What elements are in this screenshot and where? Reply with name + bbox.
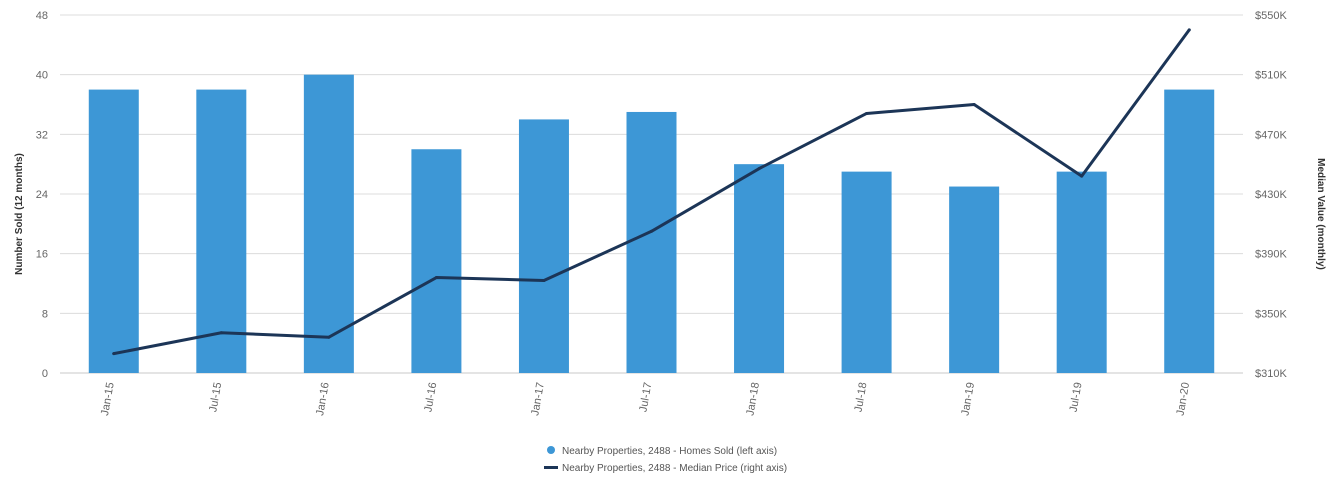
legend-line-label: Nearby Properties, 2488 - Median Price (… — [562, 463, 787, 474]
x-tick-label: Jul-15 — [207, 381, 224, 413]
legend-item-bars[interactable]: Nearby Properties, 2488 - Homes Sold (le… — [547, 446, 777, 457]
x-tick-label: Jul-17 — [637, 381, 654, 413]
legend-item-line[interactable]: Nearby Properties, 2488 - Median Price (… — [544, 463, 787, 474]
bar — [196, 89, 247, 373]
x-tick-label: Jul-16 — [422, 381, 439, 413]
right-axis-title: Median Value (monthly) — [1315, 158, 1326, 270]
left-axis-title: Number Sold (12 months) — [14, 153, 25, 275]
right-tick-label: $310K — [1255, 368, 1287, 380]
bar — [626, 111, 677, 373]
bar — [841, 171, 892, 373]
line-point — [757, 167, 761, 171]
x-tick-label: Jan-18 — [744, 381, 762, 416]
left-tick-label: 8 — [42, 308, 48, 320]
x-tick-label: Jan-19 — [959, 381, 977, 416]
left-tick-label: 48 — [36, 10, 48, 22]
x-tick-label: Jan-16 — [314, 381, 332, 416]
right-tick-label: $350K — [1255, 308, 1287, 320]
line-point — [219, 331, 223, 335]
legend-line-marker — [544, 466, 558, 469]
right-tick-label: $390K — [1255, 249, 1287, 261]
right-tick-label: $550K — [1255, 10, 1287, 22]
bar — [1164, 89, 1215, 373]
right-tick-label: $510K — [1255, 70, 1287, 82]
line-series — [112, 28, 1191, 356]
line-point — [112, 352, 116, 356]
right-axis-ticks: $310K $350K $390K $430K $470K $510K $550K — [1255, 10, 1287, 380]
right-tick-label: $470K — [1255, 129, 1287, 141]
left-tick-label: 16 — [36, 249, 48, 261]
x-axis-ticks: Jan-15 Jul-15 Jan-16 Jul-16 Jan-17 Jul-17 Jan-… — [99, 381, 1192, 416]
line-point — [434, 276, 438, 280]
bar — [518, 119, 569, 374]
line-point — [327, 335, 331, 339]
bar-series — [88, 74, 1215, 374]
left-tick-label: 40 — [36, 70, 48, 82]
x-tick-label: Jan-15 — [99, 381, 117, 416]
bar — [411, 149, 462, 373]
left-axis-ticks: 0 8 16 24 32 40 48 — [36, 10, 48, 380]
x-tick-label: Jan-20 — [1175, 381, 1193, 416]
line-point — [1080, 174, 1084, 178]
right-tick-label: $430K — [1255, 189, 1287, 201]
legend: Nearby Properties, 2488 - Homes Sold (le… — [544, 446, 787, 474]
left-tick-label: 0 — [42, 368, 48, 380]
bar — [949, 186, 1000, 373]
line-point — [650, 229, 653, 233]
left-tick-label: 32 — [36, 129, 48, 141]
x-tick-label: Jul-18 — [853, 381, 870, 413]
legend-bar-label: Nearby Properties, 2488 - Homes Sold (le… — [562, 446, 777, 457]
line-point — [1187, 28, 1191, 32]
line-point — [972, 103, 976, 106]
legend-bar-marker — [547, 446, 555, 454]
bar — [88, 89, 139, 373]
x-tick-label: Jul-19 — [1068, 381, 1085, 413]
line-point — [542, 279, 546, 283]
line-point — [865, 111, 869, 115]
bar — [734, 164, 785, 373]
bar — [1056, 171, 1107, 373]
x-tick-label: Jan-17 — [529, 381, 547, 416]
bar — [303, 74, 354, 374]
left-tick-label: 24 — [36, 189, 48, 201]
